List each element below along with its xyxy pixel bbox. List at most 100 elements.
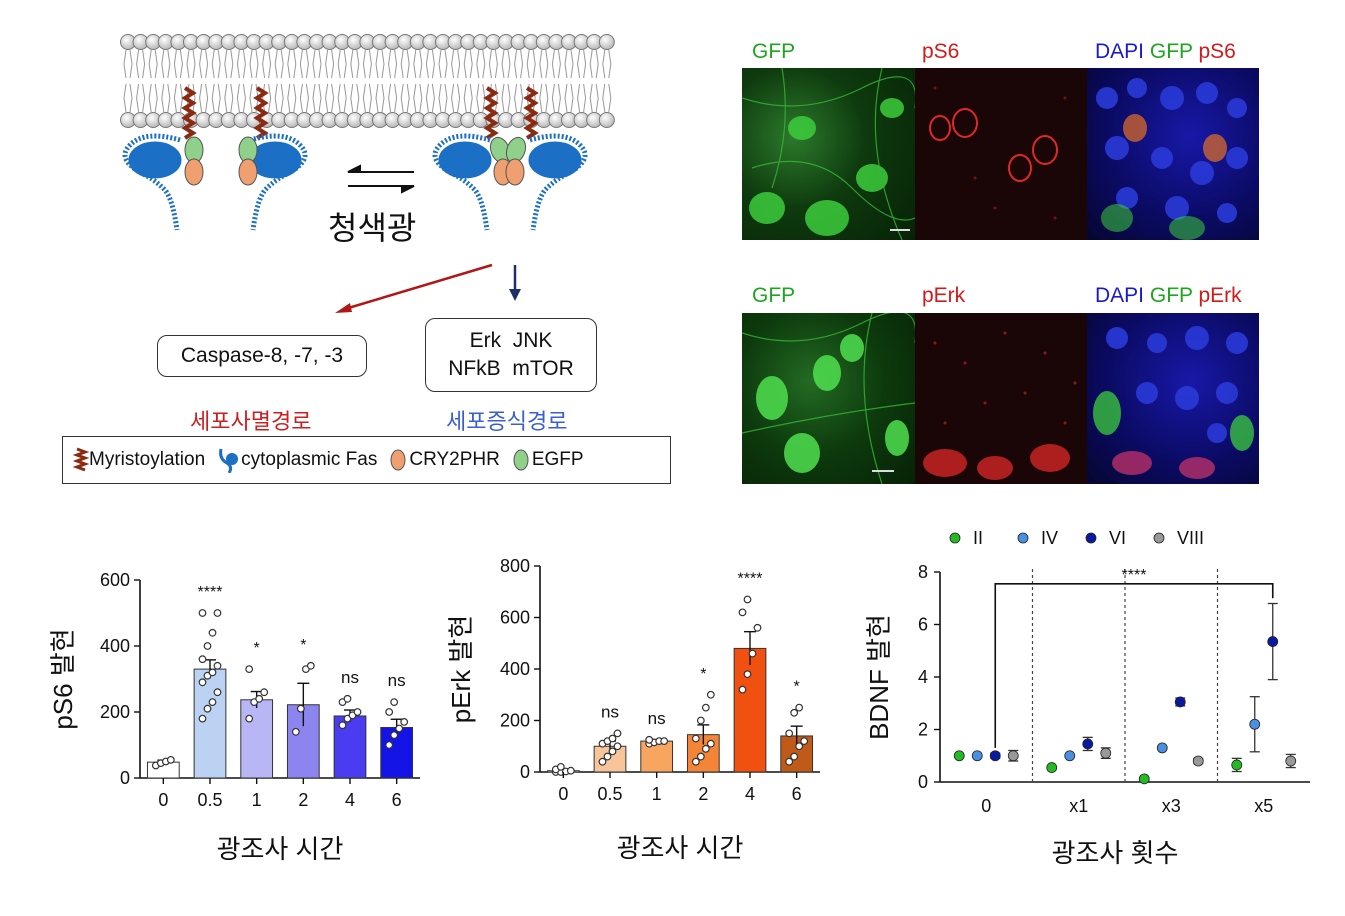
- legend-label-cry2phr: CRY2PHR: [409, 449, 500, 470]
- x-tick-label: 1: [652, 784, 662, 804]
- significance-bracket: [994, 583, 1274, 748]
- x-tick-label: 4: [745, 784, 755, 804]
- data-point: [556, 762, 565, 771]
- data-point: [701, 744, 710, 753]
- data-point: [660, 737, 669, 746]
- micrograph-gfp-row2: [742, 313, 915, 484]
- lipid-bilayer: [120, 34, 615, 128]
- legend-label-fas: cytoplasmic Fas: [241, 449, 378, 470]
- y-tick-label: 2: [918, 720, 928, 740]
- legend-marker-VI: [1085, 532, 1097, 544]
- legend-marker-VIII: [1153, 532, 1165, 544]
- x-tick-label: 2: [298, 790, 308, 810]
- data-point: [790, 752, 799, 761]
- data-point-VI: [989, 750, 1001, 762]
- pathway-arrows: [335, 263, 521, 313]
- data-point: [208, 698, 217, 707]
- membrane-schematic: [120, 34, 615, 231]
- data-point: [566, 766, 575, 775]
- bar: [733, 647, 767, 773]
- legend-label-IV: IV: [1041, 528, 1058, 548]
- x-tick-label: 0.5: [197, 790, 222, 810]
- data-point: [613, 742, 622, 751]
- equilibrium-arrows: [347, 164, 415, 194]
- survival-pathway-label: 세포증식경로: [446, 409, 568, 434]
- data-point: [785, 757, 794, 766]
- data-point: [245, 714, 254, 723]
- significance-label: ns: [388, 671, 406, 690]
- data-point: [198, 678, 207, 687]
- y-tick-label: 600: [500, 608, 530, 628]
- data-point: [608, 747, 617, 756]
- x-tick-label: x1: [1069, 796, 1088, 816]
- data-point: [338, 721, 347, 730]
- x-tick-label: 6: [792, 784, 802, 804]
- y-tick-label: 400: [100, 636, 130, 656]
- data-point-II: [1046, 762, 1058, 773]
- data-point: [790, 708, 799, 717]
- y-tick-label: 600: [100, 570, 130, 590]
- micrograph-perk: [915, 313, 1087, 484]
- data-point: [691, 734, 700, 743]
- data-point: [255, 694, 264, 703]
- significance-label: *: [700, 666, 706, 683]
- significance-label: *: [794, 679, 800, 696]
- perk-bar-chart: 0 200 400 600 800 0 0.5 ns 1 ns 2 * 4 **** 6 * pErk 발현광조…: [446, 556, 820, 863]
- data-point: [691, 757, 700, 766]
- significance-label: ns: [648, 709, 666, 728]
- x-axis-label: 광조사 시간: [617, 833, 744, 863]
- significance-label: ns: [341, 668, 359, 687]
- blue-light-label: 청색광: [328, 210, 417, 246]
- data-point: [795, 742, 804, 751]
- data-point-VIII: [1192, 755, 1204, 767]
- data-point: [608, 734, 617, 743]
- data-point-VI: [1082, 738, 1094, 750]
- survival-box: Erk JNK NFkB mTOR: [425, 318, 597, 392]
- row1-dapi-label: DAPI: [1095, 40, 1145, 63]
- cytoplasmic-fas-icon: [219, 448, 239, 473]
- significance-label: ns: [601, 702, 619, 721]
- data-point-VIII: [1285, 755, 1297, 767]
- data-point: [385, 741, 394, 749]
- death-pathway-label: 세포사멸경로: [190, 409, 312, 434]
- data-point: [385, 708, 394, 716]
- x-tick-label: x3: [1162, 796, 1181, 816]
- row2-gfp-label: GFP: [752, 284, 796, 307]
- legend-label-VIII: VIII: [1177, 528, 1204, 548]
- y-tick-label: 400: [500, 659, 530, 679]
- data-point: [748, 649, 757, 658]
- legend-label-myristoylation: Myristoylation: [89, 449, 206, 470]
- data-point: [343, 694, 352, 703]
- x-tick-label: 0: [981, 796, 991, 816]
- data-point-VI: [1174, 696, 1186, 708]
- data-point: [306, 661, 315, 670]
- data-point: [645, 735, 654, 744]
- data-point: [706, 739, 715, 748]
- data-point-VI: [1267, 636, 1279, 647]
- row2-gfp2-label: GFP: [1149, 284, 1193, 307]
- x-tick-label: 4: [345, 790, 355, 810]
- data-point: [213, 609, 222, 617]
- micrograph-ps6: [915, 68, 1087, 240]
- data-point: [208, 628, 217, 637]
- x-tick-label: 1: [252, 790, 262, 810]
- data-point: [390, 731, 399, 740]
- caspase-label: Caspase-8, -7, -3: [180, 344, 344, 367]
- row1-gfp2-label: GFP: [1149, 40, 1193, 63]
- data-point: [696, 716, 705, 725]
- y-tick-label: 6: [918, 615, 928, 635]
- data-point: [738, 608, 747, 617]
- significance-label: ****: [198, 584, 223, 601]
- row2-perk-2-label: pErk: [1198, 284, 1242, 307]
- row1-gfp-label: GFP: [752, 40, 796, 63]
- data-point: [213, 661, 222, 670]
- data-point-VIII: [1007, 750, 1019, 762]
- row2-merge-label: DAPI GFP pErk: [1095, 284, 1242, 308]
- row1-ps6-2-label: pS6: [1198, 40, 1236, 63]
- data-point: [598, 757, 607, 766]
- row2-dapi-label: DAPI: [1095, 284, 1145, 307]
- row1-ps6-label: pS6: [922, 40, 960, 63]
- significance-label: *: [300, 637, 306, 654]
- data-point: [753, 623, 762, 632]
